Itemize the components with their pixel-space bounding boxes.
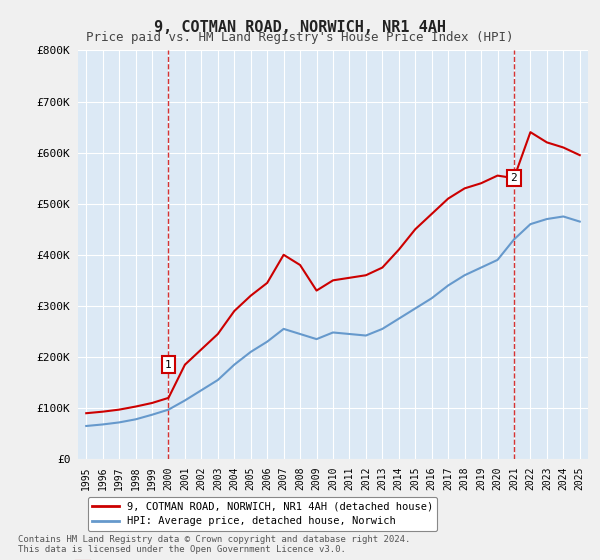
Text: 9, COTMAN ROAD, NORWICH, NR1 4AH: 9, COTMAN ROAD, NORWICH, NR1 4AH: [154, 20, 446, 35]
Text: 1: 1: [165, 360, 172, 370]
Text: Contains HM Land Registry data © Crown copyright and database right 2024.
This d: Contains HM Land Registry data © Crown c…: [18, 535, 410, 554]
Text: Price paid vs. HM Land Registry's House Price Index (HPI): Price paid vs. HM Land Registry's House …: [86, 31, 514, 44]
Text: 2: 2: [511, 173, 517, 183]
Legend: 9, COTMAN ROAD, NORWICH, NR1 4AH (detached house), HPI: Average price, detached : 9, COTMAN ROAD, NORWICH, NR1 4AH (detach…: [88, 497, 437, 531]
